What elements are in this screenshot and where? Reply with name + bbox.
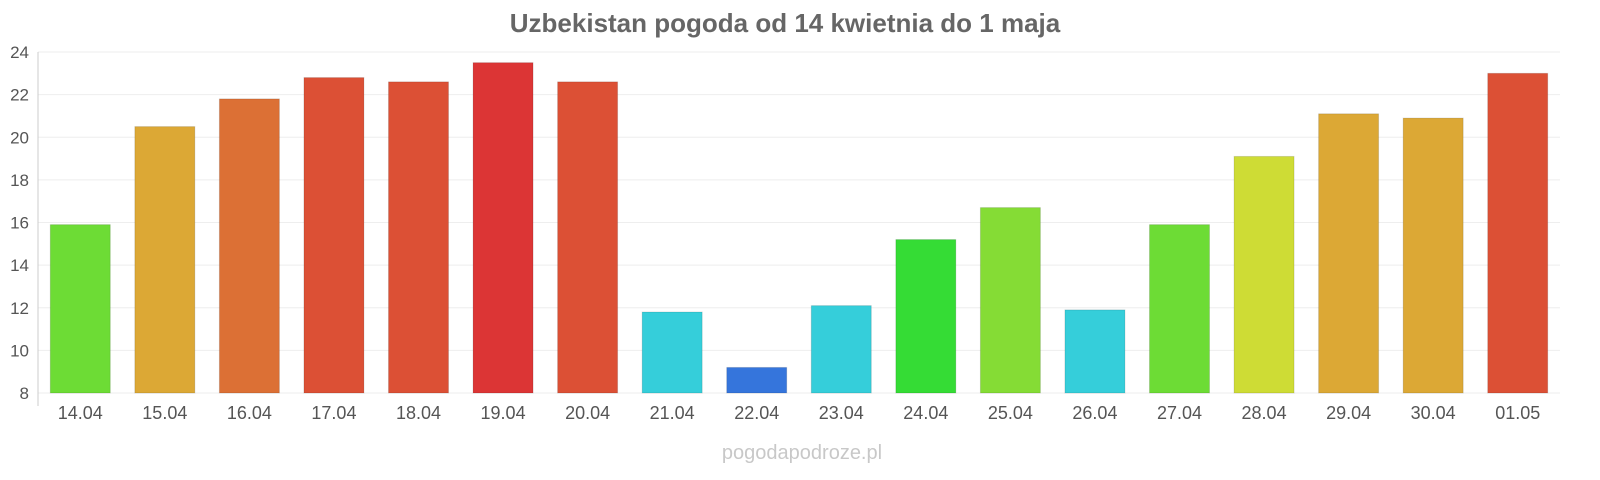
x-tick-label: 20.04 <box>565 403 610 423</box>
bar-15.04[interactable] <box>134 126 196 394</box>
y-tick-label: 22 <box>10 86 29 105</box>
bar-14.04[interactable] <box>49 224 111 394</box>
x-tick-label: 01.05 <box>1495 403 1540 423</box>
x-tick-label: 17.04 <box>311 403 356 423</box>
x-tick-label: 25.04 <box>988 403 1033 423</box>
x-tick-label: 14.04 <box>58 403 103 423</box>
x-tick-label: 16.04 <box>227 403 272 423</box>
x-tick-label: 15.04 <box>142 403 187 423</box>
bar-25.04[interactable] <box>979 207 1041 394</box>
bar-19.04[interactable] <box>472 62 534 394</box>
bar-16.04[interactable] <box>218 98 280 394</box>
bar-29.04[interactable] <box>1318 113 1380 394</box>
x-tick-label: 23.04 <box>819 403 864 423</box>
bar-01.05[interactable] <box>1487 72 1549 394</box>
bar-28.04[interactable] <box>1233 155 1295 394</box>
y-tick-label: 8 <box>20 384 29 403</box>
x-tick-label: 22.04 <box>734 403 779 423</box>
bar-18.04[interactable] <box>388 81 449 394</box>
bar-30.04[interactable] <box>1402 117 1464 394</box>
x-tick-label: 27.04 <box>1157 403 1202 423</box>
y-tick-label: 24 <box>10 43 29 62</box>
x-tick-label: 26.04 <box>1072 403 1117 423</box>
bar-21.04[interactable] <box>641 311 703 394</box>
x-axis-ticks: 14.04 15.04 16.04 17.04 18.04 19.04 20.04 21.04… <box>58 403 1540 423</box>
y-tick-label: 18 <box>10 171 29 190</box>
grid <box>38 51 1560 394</box>
bar-27.04[interactable] <box>1149 224 1210 394</box>
bar-22.04[interactable] <box>726 366 788 394</box>
x-tick-label: 24.04 <box>903 403 948 423</box>
bar-26.04[interactable] <box>1064 309 1126 394</box>
bar-20.04[interactable] <box>557 81 619 394</box>
y-tick-label: 14 <box>10 256 29 275</box>
site-credit: pogodapodroze.pl <box>722 442 882 464</box>
x-tick-label: 30.04 <box>1411 403 1456 423</box>
y-tick-label: 10 <box>10 341 29 360</box>
x-tick-label: 18.04 <box>396 403 441 423</box>
chart-title: Uzbekistan pogoda od 14 kwietnia do 1 ma… <box>510 8 1061 38</box>
y-axis-ticks: 8 10 12 14 16 18 20 22 24 <box>10 43 29 403</box>
y-tick-label: 20 <box>10 128 29 147</box>
bars <box>49 62 1549 394</box>
x-tick-label: 21.04 <box>650 403 695 423</box>
y-tick-label: 12 <box>10 299 29 318</box>
bar-23.04[interactable] <box>810 305 872 394</box>
x-tick-label: 28.04 <box>1242 403 1287 423</box>
bar-17.04[interactable] <box>303 77 365 394</box>
x-tick-label: 19.04 <box>481 403 526 423</box>
bar-24.04[interactable] <box>895 239 957 394</box>
y-tick-label: 16 <box>10 214 29 233</box>
x-tick-label: 29.04 <box>1326 403 1371 423</box>
